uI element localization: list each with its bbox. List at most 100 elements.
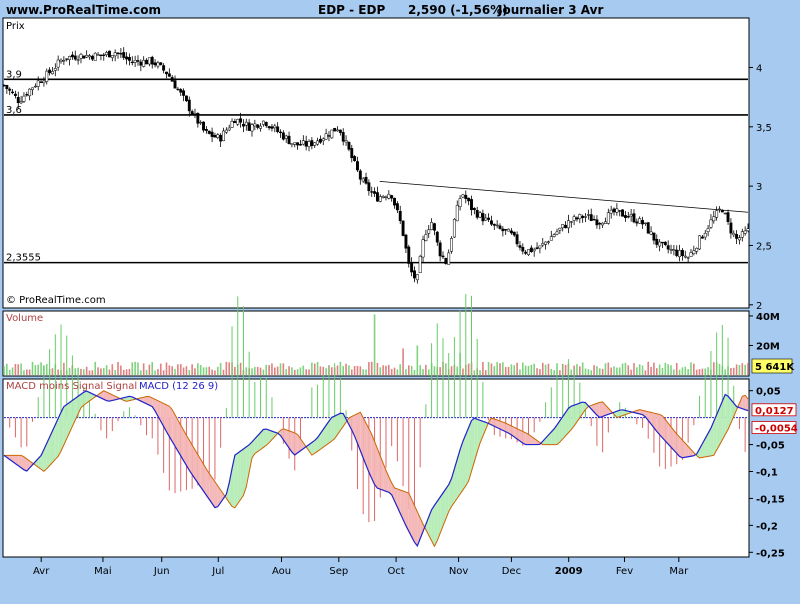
volume-bar: [388, 364, 390, 375]
volume-bar: [350, 369, 353, 375]
volume-bar: [339, 361, 342, 375]
candle-body: [538, 245, 542, 249]
volume-bar: [83, 369, 85, 375]
volume-bar: [368, 362, 370, 375]
volume-bar: [673, 369, 675, 375]
volume-bar: [279, 363, 282, 375]
volume-bar: [516, 362, 518, 375]
macd-fill-segment: [83, 391, 87, 406]
volume-bar: [399, 364, 402, 375]
volume-bar: [630, 369, 632, 375]
candle-body: [458, 198, 462, 207]
volume-bar: [687, 369, 689, 375]
volume-bar: [484, 370, 487, 375]
volume-panel-label: Volume: [6, 313, 43, 324]
candle-body: [666, 245, 670, 250]
volume-bar: [445, 363, 447, 375]
volume-bar: [122, 370, 125, 375]
volume-bar: [370, 361, 373, 375]
volume-bar: [693, 363, 695, 375]
price-y-tick-label: 4: [756, 63, 762, 74]
candle-body: [572, 216, 576, 221]
macd-fill-segment: [55, 418, 59, 460]
volume-bar: [14, 363, 17, 375]
macd-y-tick-label: -0,15: [756, 494, 785, 505]
volume-bar: [105, 365, 108, 375]
macd-fill-segment: [494, 418, 498, 428]
macd-fill-segment: [317, 433, 321, 452]
volume-bar: [148, 364, 151, 375]
candle-body: [683, 255, 687, 258]
volume-bar: [348, 365, 350, 375]
macd-fill-segment: [289, 430, 292, 453]
volume-bar: [282, 363, 285, 375]
volume-bar: [114, 370, 116, 375]
volume-bar: [85, 366, 88, 375]
macd-fill-segment: [462, 434, 466, 490]
candle-body: [492, 223, 496, 226]
macd-fill-segment: [482, 421, 486, 437]
macd-fill-segment: [622, 409, 626, 416]
candle-body: [73, 55, 77, 60]
macd-fill-segment: [269, 430, 272, 443]
x-tick-label: Jun: [153, 566, 170, 577]
volume-bar: [724, 369, 726, 375]
volume-bar: [311, 362, 313, 375]
macd-fill-segment: [103, 390, 107, 401]
volume-bar: [675, 362, 678, 375]
macd-fill-segment: [337, 413, 341, 435]
macd-fill-segment: [232, 455, 235, 508]
volume-bar: [664, 362, 667, 375]
macd-fill-segment: [679, 437, 683, 458]
candle-body: [236, 118, 240, 125]
macd-fill-segment: [271, 431, 275, 440]
candle-body: [498, 225, 502, 229]
macd-fill-segment: [75, 396, 79, 421]
volume-bar: [579, 366, 581, 375]
volume-bar: [274, 367, 276, 375]
candle-body: [413, 270, 416, 279]
macd-fill-segment: [143, 396, 147, 404]
volume-bar: [299, 367, 302, 375]
volume-bar: [94, 361, 97, 375]
candle-body: [350, 148, 354, 159]
volume-bar: [51, 368, 54, 375]
site-name[interactable]: www.ProRealTime.com: [6, 3, 161, 17]
macd-fill-segment: [52, 424, 56, 463]
volume-bar: [385, 365, 387, 375]
price-panel: [2, 17, 750, 309]
macd-fill-segment: [585, 402, 589, 410]
candle-body: [632, 213, 636, 223]
candle-body: [390, 195, 394, 199]
candle-body: [56, 59, 60, 68]
candle-body: [601, 222, 605, 226]
candle-body: [136, 60, 140, 62]
candle-body: [743, 230, 747, 234]
candle-body: [176, 88, 180, 91]
macd-fill-segment: [511, 425, 515, 437]
volume-bar: [151, 361, 154, 375]
candle-body: [307, 141, 311, 147]
volume-bar: [362, 369, 364, 375]
candle-body: [586, 214, 590, 216]
candle-body: [193, 113, 197, 115]
macd-signal-label: MACD moins Signal Signal: [6, 381, 137, 392]
macd-fill-segment: [157, 400, 161, 422]
macd-fill-segment: [602, 401, 606, 417]
macd-fill-segment: [257, 432, 261, 452]
candle-body: [700, 236, 704, 239]
macd-fill-segment: [383, 463, 386, 492]
candle-body: [267, 126, 271, 129]
macd-fill-segment: [152, 397, 156, 411]
candle-body: [729, 222, 733, 234]
candle-body: [641, 220, 644, 225]
volume-bar: [544, 364, 547, 375]
candle-body: [247, 122, 251, 131]
candle-body: [401, 220, 405, 236]
candle-body: [509, 230, 513, 234]
volume-bar: [536, 368, 538, 375]
candle-body: [507, 228, 511, 232]
candle-body: [341, 132, 345, 142]
volume-bar: [390, 369, 393, 375]
candle-body: [336, 129, 339, 132]
